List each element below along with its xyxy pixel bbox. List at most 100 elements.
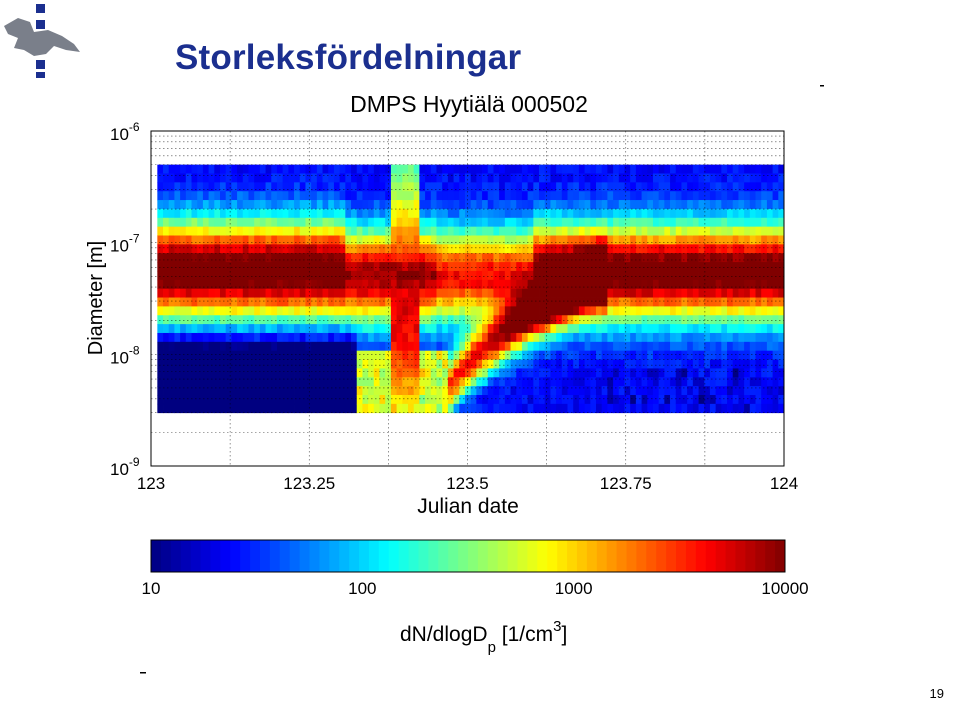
heatmap-cell [157, 377, 164, 387]
heatmap-cell [556, 164, 563, 174]
heatmap-cell [157, 315, 164, 325]
heatmap-cell [311, 279, 318, 290]
heatmap-cell [476, 173, 483, 183]
heatmap-cell [618, 403, 625, 414]
heatmap-cell [727, 324, 734, 334]
heatmap-cell [504, 324, 511, 334]
heatmap-cell [373, 368, 380, 378]
heatmap-cell [641, 297, 648, 307]
heatmap-cell [328, 395, 335, 405]
heatmap-cell [510, 395, 517, 405]
heatmap-cell [373, 324, 380, 334]
heatmap-cell [345, 297, 352, 307]
heatmap-cell [225, 191, 232, 201]
heatmap-cell [613, 279, 620, 290]
heatmap-cell [618, 173, 625, 183]
heatmap-cell [436, 306, 443, 316]
heatmap-cell [373, 306, 380, 316]
heatmap-cell [482, 164, 489, 174]
heatmap-cell [225, 244, 232, 254]
heatmap-cell [772, 403, 779, 414]
heatmap-cell [738, 341, 745, 352]
heatmap-cell [425, 270, 432, 281]
heatmap-cell [390, 288, 398, 298]
heatmap-cell [630, 244, 637, 254]
heatmap-cell [527, 182, 534, 192]
heatmap-cell [470, 208, 477, 219]
heatmap-cell [573, 306, 580, 316]
heatmap-cell [704, 244, 711, 254]
heatmap-cell [385, 244, 392, 254]
heatmap-cell [675, 262, 682, 272]
heatmap-cell [527, 288, 534, 298]
heatmap-cell [276, 235, 284, 245]
heatmap-cell [772, 244, 779, 254]
heatmap-cell [453, 200, 460, 210]
heatmap-cell [447, 262, 454, 272]
heatmap-cell [630, 226, 637, 236]
heatmap-cell [715, 182, 722, 192]
heatmap-cell [635, 324, 642, 334]
heatmap-cell [470, 217, 477, 228]
heatmap-cell [516, 279, 523, 290]
heatmap-cell [225, 200, 232, 210]
heatmap-cell [202, 306, 210, 316]
heatmap-cell [607, 368, 614, 378]
heatmap-cell [328, 253, 335, 263]
heatmap-cell [259, 288, 266, 298]
heatmap-cell [413, 200, 420, 210]
heatmap-cell [242, 226, 249, 236]
heatmap-cell [556, 315, 563, 325]
heatmap-cell [191, 164, 198, 174]
heatmap-cell [311, 386, 318, 396]
colorbar-segment [388, 540, 400, 572]
heatmap-cell [396, 403, 403, 414]
heatmap-cell [282, 244, 289, 254]
heatmap-cell [402, 191, 409, 201]
colorbar-segment [180, 540, 192, 572]
heatmap-cell [692, 359, 699, 369]
heatmap-cell [259, 297, 266, 307]
heatmap-cell [197, 377, 204, 387]
heatmap-cell [191, 173, 198, 183]
heatmap-cell [447, 368, 454, 378]
heatmap-cell [755, 324, 762, 334]
heatmap-cell [282, 173, 289, 183]
heatmap-cell [618, 368, 625, 378]
heatmap-cell [744, 386, 751, 396]
heatmap-cell [618, 244, 625, 254]
heatmap-cell [630, 403, 637, 414]
heatmap-cell [476, 253, 483, 263]
colorbar-segment [458, 540, 469, 572]
heatmap-cell [214, 350, 221, 360]
heatmap-cell [533, 288, 540, 298]
heatmap-cell [294, 350, 301, 360]
heatmap-cell [276, 315, 284, 325]
heatmap-cell [578, 217, 586, 228]
heatmap-cell [453, 270, 460, 281]
colorbar-segment [487, 540, 499, 572]
heatmap-cell [578, 341, 586, 352]
heatmap-cell [641, 270, 648, 281]
heatmap-cell [464, 306, 472, 316]
heatmap-cell [561, 270, 568, 281]
heatmap-cell [658, 244, 665, 254]
heatmap-cell [362, 226, 369, 236]
heatmap-cell [766, 315, 774, 325]
heatmap-cell [521, 226, 529, 236]
heatmap-cell [510, 244, 517, 254]
heatmap-cell [556, 262, 563, 272]
heatmap-cell [687, 395, 694, 405]
heatmap-cell [202, 244, 210, 254]
heatmap-cell [550, 200, 557, 210]
heatmap-cell [459, 395, 466, 405]
heatmap-cell [390, 191, 398, 201]
heatmap-cell [772, 297, 779, 307]
heatmap-cell [333, 297, 341, 307]
colorbar-segment [200, 540, 211, 572]
heatmap-cell [738, 324, 745, 334]
heatmap-cell [220, 235, 227, 245]
heatmap-cell [402, 244, 409, 254]
heatmap-cell [487, 244, 494, 254]
heatmap-cell [709, 217, 717, 228]
